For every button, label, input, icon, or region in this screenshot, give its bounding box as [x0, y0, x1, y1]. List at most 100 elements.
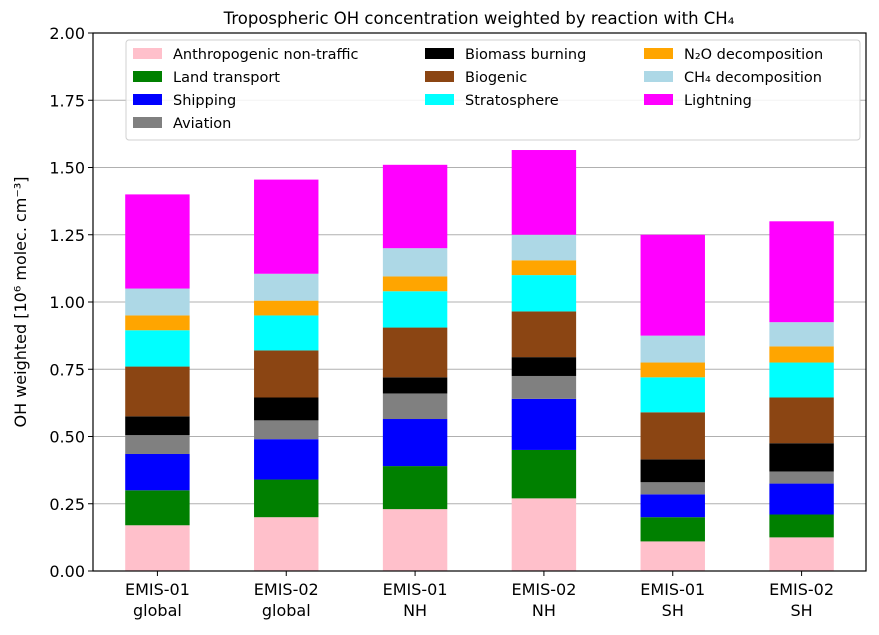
legend-label: N₂O decomposition [684, 47, 823, 63]
x-tick-label: EMIS-02 [769, 580, 834, 599]
bar-segment [382, 419, 448, 467]
bar-segment [769, 322, 834, 347]
x-tick-label: EMIS-02 [254, 580, 319, 599]
bar-segment [125, 288, 190, 316]
x-axis-ticks: EMIS-01 global EMIS-02 global EMIS-01 NH EMIS-… [125, 571, 834, 620]
bar-segment [511, 234, 577, 261]
legend-swatch [133, 117, 162, 128]
bar-segment [511, 375, 577, 399]
bar-segment [125, 194, 190, 289]
bar-segment [254, 300, 319, 316]
legend-swatch [133, 48, 162, 59]
y-tick-label: 2.00 [49, 24, 85, 43]
bar-segment [511, 311, 577, 358]
bar-segment [511, 150, 577, 235]
legend-swatch [425, 71, 454, 82]
bar-segment [640, 494, 705, 518]
y-tick-label: 1.75 [49, 91, 85, 110]
bar-segment [511, 260, 577, 276]
bar-segment [769, 514, 834, 538]
y-tick-label: 1.50 [49, 159, 85, 178]
legend-label: CH₄ decomposition [684, 70, 822, 86]
bar-segment [125, 315, 190, 331]
bar-segment [511, 275, 577, 312]
x-tick-label: global [133, 601, 182, 620]
x-tick-label: SH [790, 601, 812, 620]
legend-swatch [133, 71, 162, 82]
bar-segment [769, 397, 834, 444]
bar-segment [511, 498, 577, 571]
bar-segment [382, 466, 448, 510]
legend-swatch [425, 48, 454, 59]
x-tick-label: EMIS-01 [125, 580, 190, 599]
bar-segment [125, 490, 190, 526]
legend-label: Lightning [684, 93, 752, 109]
x-tick-label: NH [403, 601, 427, 620]
legend-frame [125, 39, 861, 141]
bar-segment [254, 439, 319, 480]
bar-segment [254, 479, 319, 518]
legend-swatch [133, 94, 162, 105]
legend: Anthropogenic non-traffic Land transport S… [125, 39, 861, 141]
bar-segment [640, 517, 705, 542]
x-tick-label: EMIS-01 [383, 580, 448, 599]
bar-segment [125, 435, 190, 454]
chart-title: Tropospheric OH concentration weighted b… [223, 9, 735, 28]
bar-segment [640, 459, 705, 483]
bar-segment [382, 377, 448, 394]
bar-segment [254, 273, 319, 301]
legend-label: Anthropogenic non-traffic [173, 47, 359, 63]
y-axis-label: OH weighted [10⁶ molec. cm⁻³] [11, 177, 30, 428]
x-tick-label: global [262, 601, 311, 620]
legend-swatch [644, 48, 673, 59]
bar-segment [125, 330, 190, 367]
legend-swatch [644, 94, 673, 105]
bar-segment [769, 471, 834, 484]
legend-label: Stratosphere [465, 93, 559, 109]
bar-segment [125, 525, 190, 571]
bar-segment [382, 164, 448, 249]
x-tick-label: SH [662, 601, 684, 620]
bar-segment [382, 509, 448, 571]
bar-segment [254, 397, 319, 421]
bar-segment [769, 221, 834, 323]
bar-segment [769, 346, 834, 363]
bar-segment [640, 362, 705, 378]
legend-label: Aviation [173, 116, 231, 132]
bar-segment [769, 483, 834, 515]
bar-segment [769, 537, 834, 571]
bar-segment [125, 453, 190, 491]
y-tick-label: 1.00 [49, 293, 85, 312]
bar-segment [382, 248, 448, 277]
bar-segment [511, 398, 577, 450]
y-tick-label: 0.25 [49, 495, 85, 514]
bar-segment [125, 366, 190, 417]
bar-segment [511, 357, 577, 376]
bar-segment [382, 327, 448, 378]
y-tick-label: 0.75 [49, 360, 85, 379]
bar-segment [640, 234, 705, 336]
bars [125, 150, 834, 571]
legend-swatch [425, 94, 454, 105]
bar-segment [769, 443, 834, 472]
y-tick-label: 0.50 [49, 428, 85, 447]
bar-segment [640, 412, 705, 460]
y-tick-label: 0.00 [49, 562, 85, 581]
legend-label: Biomass burning [465, 47, 586, 63]
bar-segment [254, 517, 319, 571]
bar-segment [640, 541, 705, 571]
y-tick-label: 1.25 [49, 226, 85, 245]
bar-segment [640, 335, 705, 363]
bar-segment [640, 482, 705, 495]
y-axis-ticks: 0.00 0.25 0.50 0.75 1.00 1.25 1.50 1.75 2.00 [49, 24, 93, 581]
bar-segment [382, 291, 448, 328]
bar-segment [254, 315, 319, 351]
x-tick-label: NH [532, 601, 556, 620]
bar-segment [382, 393, 448, 420]
bar-segment [640, 377, 705, 413]
bar-segment [254, 179, 319, 274]
x-tick-label: EMIS-02 [511, 580, 576, 599]
x-tick-label: EMIS-01 [640, 580, 705, 599]
legend-label: Biogenic [465, 70, 527, 86]
bar-segment [769, 362, 834, 398]
